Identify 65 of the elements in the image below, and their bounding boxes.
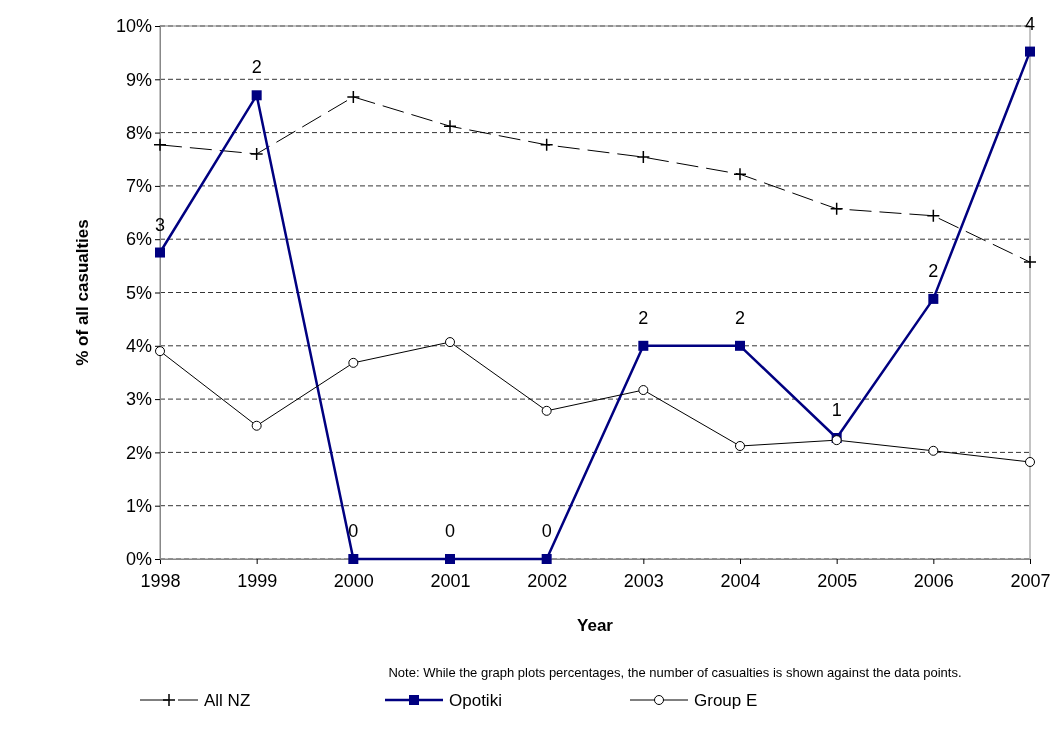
point <box>735 340 745 351</box>
point <box>251 90 262 101</box>
annotation: 4 <box>1024 13 1036 34</box>
x-tick-label: 2007 <box>1010 570 1051 591</box>
point <box>1025 456 1035 467</box>
x-tick-label: 2004 <box>720 570 761 591</box>
annotation: 2 <box>928 260 939 281</box>
point <box>1023 255 1037 269</box>
point <box>249 147 264 161</box>
annotation: 0 <box>444 521 456 541</box>
point <box>153 138 167 152</box>
point <box>638 385 649 396</box>
point <box>539 138 554 152</box>
x-tick-label: 1999 <box>237 570 278 591</box>
point <box>155 346 165 357</box>
x-axis-title: Year <box>577 616 614 635</box>
point <box>155 247 165 258</box>
point <box>928 293 939 304</box>
point <box>928 445 939 456</box>
point <box>346 90 361 104</box>
y-tick-label: 4% <box>125 336 152 357</box>
point <box>1025 46 1035 57</box>
legend-label: All NZ <box>204 691 251 710</box>
y-tick-label: 7% <box>125 176 152 197</box>
legend-label: Opotiki <box>449 691 502 710</box>
annotation: 2 <box>734 307 746 328</box>
y-tick-label: 2% <box>125 442 152 463</box>
y-tick-label: 8% <box>125 122 152 143</box>
y-tick-label: 9% <box>125 69 152 90</box>
x-tick-label: 2006 <box>913 570 954 591</box>
point <box>636 150 651 164</box>
x-tick-label: 2002 <box>527 570 568 591</box>
point <box>348 554 359 564</box>
annotation: 0 <box>348 521 359 541</box>
point <box>735 441 745 451</box>
y-tick-label: 10% <box>115 16 152 37</box>
text: Note: While the graph plots percentages, the number of casualties is shown against the data points. <box>388 665 962 680</box>
point <box>251 420 262 431</box>
x-tick-label: 2000 <box>333 570 374 591</box>
annotation: 1 <box>831 400 842 421</box>
point <box>541 405 552 416</box>
x-tick-label: 2005 <box>817 570 858 591</box>
annotation: 2 <box>251 57 262 78</box>
x-tick-label: 2003 <box>623 570 664 591</box>
point <box>348 357 359 368</box>
annotation: 2 <box>638 307 649 328</box>
point <box>443 119 457 133</box>
point <box>541 554 552 564</box>
y-tick-label: 5% <box>125 282 152 303</box>
point <box>638 340 649 351</box>
y-axis-title: % of all casualties <box>73 219 92 366</box>
point <box>733 167 747 181</box>
annotation: 0 <box>541 521 552 541</box>
point <box>445 337 455 348</box>
y-tick-label: 6% <box>125 229 152 250</box>
annotation: 3 <box>154 214 166 235</box>
point <box>926 209 941 223</box>
x-tick-label: 2001 <box>430 570 471 591</box>
legend-label: Group E <box>694 691 758 710</box>
y-tick-label: 1% <box>125 495 152 516</box>
x-tick-label: 1998 <box>140 570 181 591</box>
y-tick-label: 0% <box>125 549 152 570</box>
point <box>829 202 844 216</box>
y-tick-label: 3% <box>125 389 152 410</box>
point <box>445 554 455 564</box>
